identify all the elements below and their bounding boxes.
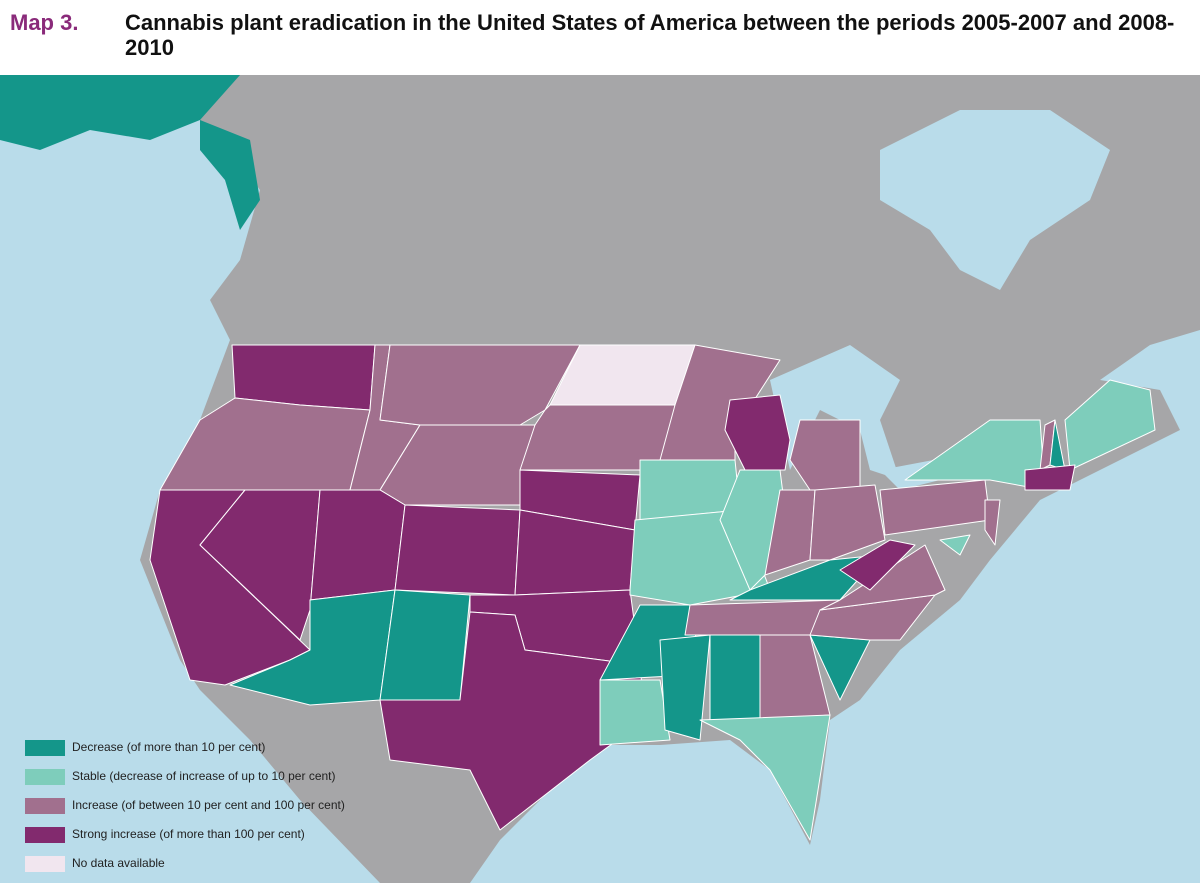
- great-lakes: [770, 345, 1000, 490]
- state: [1064, 379, 1156, 471]
- state: [659, 634, 711, 741]
- alaska: [0, 75, 260, 230]
- state: [1024, 464, 1076, 491]
- state: [839, 539, 916, 591]
- state: [939, 534, 971, 556]
- state: [699, 714, 831, 841]
- legend-label: Stable (decrease of increase of up to 10…: [72, 769, 336, 783]
- hudson-bay: [880, 110, 1110, 290]
- state: [379, 424, 536, 506]
- legend-label: Increase (of between 10 per cent and 100…: [72, 798, 345, 812]
- map-label: Map 3.: [10, 10, 79, 35]
- legend-swatch: [25, 856, 65, 872]
- state: [379, 611, 646, 831]
- state: [984, 499, 1001, 546]
- map-title: Cannabis plant eradication in the United…: [125, 10, 1175, 60]
- state: [394, 504, 521, 596]
- states: [149, 344, 1156, 841]
- legend-swatch: [25, 827, 65, 843]
- legend-label: No data available: [72, 856, 165, 870]
- state: [809, 484, 886, 561]
- legend-label: Decrease (of more than 10 per cent): [72, 740, 265, 754]
- map: Decrease (of more than 10 per cent) Stabl…: [0, 75, 1200, 883]
- legend: Decrease (of more than 10 per cent) Stabl…: [25, 740, 345, 872]
- state: [599, 679, 671, 746]
- legend-swatch: [25, 798, 65, 814]
- legend-swatch: [25, 769, 65, 785]
- state: [379, 589, 471, 701]
- legend-swatch: [25, 740, 65, 756]
- header: Map 3. Cannabis plant eradication in the…: [0, 0, 1200, 75]
- legend-label: Strong increase (of more than 100 per ce…: [72, 827, 305, 841]
- state: [709, 634, 761, 721]
- state: [724, 394, 791, 471]
- state: [199, 489, 321, 641]
